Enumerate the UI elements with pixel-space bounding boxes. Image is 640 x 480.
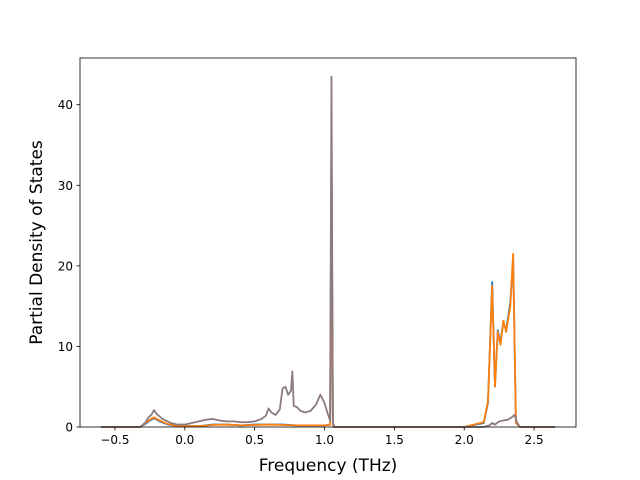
y-tick-label: 0 [65, 421, 73, 435]
y-axis-ticks: 0 10 20 30 40 [58, 98, 80, 435]
x-tick-label: 1.5 [385, 433, 404, 447]
x-tick-label: 2.5 [525, 433, 544, 447]
y-tick-label: 10 [58, 340, 73, 354]
y-axis-label: Partial Density of States [27, 140, 47, 345]
y-tick-label: 20 [58, 259, 73, 273]
series-line-2 [100, 184, 556, 428]
x-tick-label: −0.5 [100, 433, 129, 447]
axes-frame [79, 57, 577, 428]
x-tick-label: 1.0 [315, 433, 334, 447]
series-line-3 [100, 75, 556, 428]
x-tick-label: 0.0 [175, 433, 194, 447]
y-tick-label: 30 [58, 179, 73, 193]
x-axis-label: Frequency (THz) [259, 456, 398, 476]
plot-area [100, 75, 556, 428]
x-tick-label: 0.5 [245, 433, 264, 447]
x-axis-ticks: −0.5 0.0 0.5 1.0 1.5 2.0 2.5 [100, 427, 544, 447]
x-tick-label: 2.0 [455, 433, 474, 447]
y-tick-label: 40 [58, 98, 73, 112]
